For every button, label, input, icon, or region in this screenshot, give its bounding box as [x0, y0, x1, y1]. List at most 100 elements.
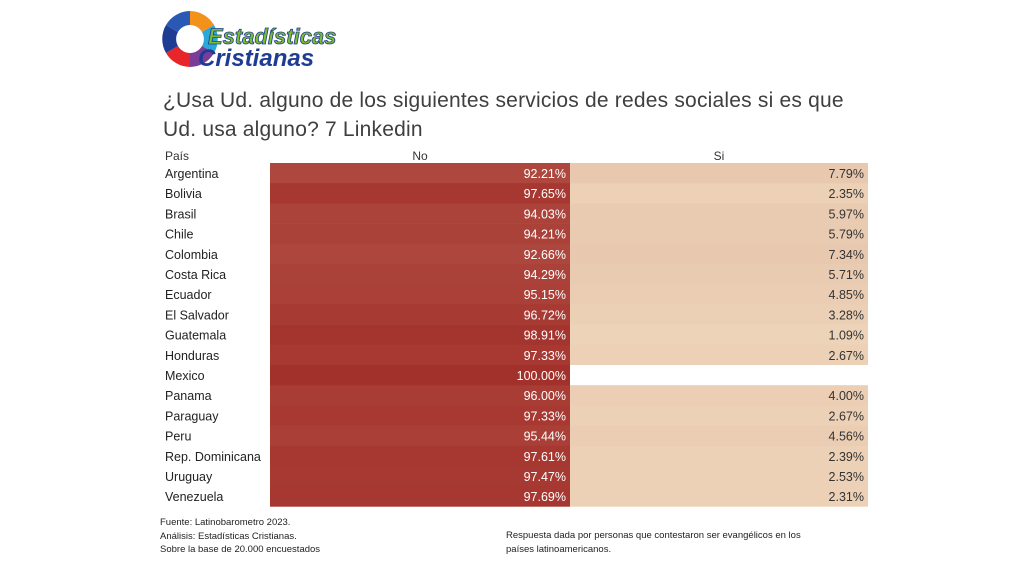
heat-cell [570, 486, 868, 507]
heat-cell [270, 365, 570, 386]
heat-cell [270, 243, 570, 265]
footer-source: Fuente: Latinobarometro 2023. Análisis: … [160, 516, 320, 557]
cell-value: 2.39% [829, 450, 864, 464]
heat-cell [570, 405, 868, 426]
cell-value: 97.33% [524, 349, 566, 363]
heat-cell [570, 344, 868, 366]
cell-value: 96.72% [524, 308, 566, 322]
cell-value: 92.66% [524, 248, 566, 262]
heat-cell [270, 466, 570, 487]
cell-value: 97.61% [524, 450, 566, 464]
column-header: No [412, 149, 428, 163]
row-label: Paraguay [165, 409, 219, 423]
row-label: Costa Rica [165, 268, 226, 282]
heat-cell [270, 445, 570, 467]
logo-wheel-icon [162, 11, 218, 67]
cell-value: 3.28% [829, 308, 864, 322]
heat-cell [570, 223, 868, 245]
heat-cell [570, 284, 868, 305]
row-label: Venezuela [165, 490, 223, 504]
heat-cell [270, 203, 570, 224]
heat-cell [270, 385, 570, 406]
cell-value: 4.00% [829, 389, 864, 403]
logo: Estadísticas Cristianas [162, 11, 337, 72]
row-label: Rep. Dominicana [165, 450, 261, 464]
cell-value: 2.67% [829, 349, 864, 363]
row-label: Honduras [165, 349, 219, 363]
heat-cell [570, 324, 868, 346]
heat-cell [570, 425, 868, 447]
footer-note-line: países latinoamericanos. [506, 543, 612, 555]
heat-cell [270, 304, 570, 325]
cell-value: 7.79% [829, 167, 864, 181]
cell-value: 95.44% [524, 430, 566, 444]
cell-value: 97.65% [524, 187, 566, 201]
heat-cell [570, 183, 868, 204]
cell-value: 100.00% [517, 369, 566, 383]
heat-cell [570, 466, 868, 487]
cell-value: 92.21% [524, 167, 566, 181]
row-label: Guatemala [165, 329, 226, 343]
heat-cell [270, 486, 570, 507]
row-label: El Salvador [165, 308, 229, 322]
row-label: Mexico [165, 369, 205, 383]
cell-value: 2.35% [829, 187, 864, 201]
heat-cell [570, 445, 868, 467]
cell-value: 96.00% [524, 389, 566, 403]
cell-value: 95.15% [524, 288, 566, 302]
cell-value: 7.34% [829, 248, 864, 262]
heat-cell [570, 264, 868, 285]
heat-cell [570, 243, 868, 265]
cell-value: 97.47% [524, 470, 566, 484]
cell-value: 2.53% [829, 470, 864, 484]
row-label: Bolivia [165, 187, 202, 201]
heat-cell [270, 344, 570, 366]
cell-value: 94.21% [524, 228, 566, 242]
heat-cell [270, 284, 570, 305]
cell-value: 5.97% [829, 207, 864, 221]
heat-cell [270, 425, 570, 447]
cell-value: 97.69% [524, 490, 566, 504]
cell-value: 94.03% [524, 207, 566, 221]
cell-value: 98.91% [524, 329, 566, 343]
logo-line-1: Estadísticas [208, 24, 336, 49]
cell-value: 4.85% [829, 288, 864, 302]
row-label: Panama [165, 389, 212, 403]
footer-note-line: Respuesta dada por personas que contesta… [506, 530, 801, 541]
chart-title: ¿Usa Ud. alguno de los siguientes servic… [163, 89, 844, 141]
row-label: Argentina [165, 167, 219, 181]
heat-cell [570, 163, 868, 184]
footer-analysis-line: Análisis: Estadísticas Cristianas. [160, 530, 297, 542]
heat-cell [570, 304, 868, 325]
column-header: Si [714, 149, 725, 163]
heat-cell [270, 264, 570, 285]
footer-base-line: Sobre la base de 20.000 encuestados [160, 544, 321, 555]
heat-cell [570, 203, 868, 224]
heat-cell [570, 385, 868, 406]
footer-source-line: Fuente: Latinobarometro 2023. [160, 517, 291, 528]
row-label: Brasil [165, 207, 196, 221]
cell-value: 4.56% [829, 430, 864, 444]
heat-cell [270, 405, 570, 426]
row-header: País [165, 149, 189, 163]
heat-cell [270, 183, 570, 204]
row-label: Chile [165, 228, 194, 242]
heat-cell [270, 163, 570, 184]
heat-cell [270, 223, 570, 245]
cell-value: 1.09% [829, 329, 864, 343]
heat-cell [570, 365, 868, 386]
footer-note: Respuesta dada por personas que contesta… [506, 529, 846, 556]
cell-value: 5.79% [829, 228, 864, 242]
heat-cell [270, 324, 570, 346]
cell-value: 94.29% [524, 268, 566, 282]
cell-value: 2.31% [829, 490, 864, 504]
cell-value: 2.67% [829, 409, 864, 423]
row-label: Peru [165, 430, 191, 444]
logo-line-2: Cristianas [198, 45, 314, 72]
row-label: Colombia [165, 248, 218, 262]
cell-value: 97.33% [524, 409, 566, 423]
cell-value: 5.71% [829, 268, 864, 282]
row-label: Ecuador [165, 288, 212, 302]
row-label: Uruguay [165, 470, 213, 484]
